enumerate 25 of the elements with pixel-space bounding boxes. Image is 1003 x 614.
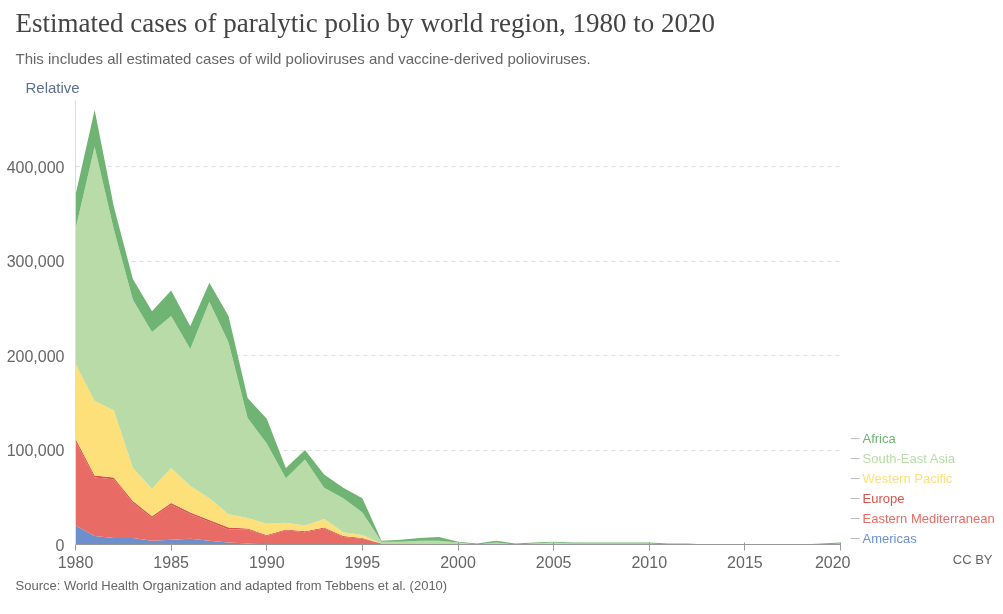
- x-tick-label: 2000: [440, 553, 476, 571]
- x-tick-label: 1995: [344, 553, 381, 571]
- text: South-East Asia: [862, 451, 956, 467]
- text: Relative: [25, 78, 80, 96]
- text: Africa: [862, 431, 897, 447]
- text: Eastern Mediterranean: [862, 511, 995, 527]
- y-tick-label: 200,000: [6, 347, 65, 365]
- text: Western Pacific: [862, 471, 954, 487]
- source-note: Source: World Health Organization and adapted from Tebbens et al. (2010): [15, 577, 448, 593]
- x-tick-label: 2015: [727, 553, 763, 571]
- y-tick-label: 100,000: [6, 442, 65, 460]
- x-tick-label: 2005: [535, 553, 572, 571]
- y-tick-label: 0: [55, 536, 65, 554]
- x-tick-label: 1980: [57, 553, 94, 571]
- text: Europe: [862, 491, 905, 507]
- y-tick-label: 400,000: [6, 158, 65, 176]
- y-tick-label: 300,000: [6, 253, 65, 271]
- x-tick-label: 2020: [814, 553, 851, 571]
- series-label: Americas: [862, 531, 918, 547]
- x-tick-label: 1990: [248, 553, 285, 571]
- x-tick-label: 1985: [153, 553, 190, 571]
- text: CC BY: [952, 551, 993, 567]
- chart-title: Estimated cases of paralytic polio by world region, 1980 to 2020: [15, 7, 716, 38]
- chart-subtitle: This includes all estimated cases of wild polioviruses and vaccine-derived polioviruses.: [15, 49, 591, 67]
- x-tick-label: 2010: [631, 553, 668, 571]
